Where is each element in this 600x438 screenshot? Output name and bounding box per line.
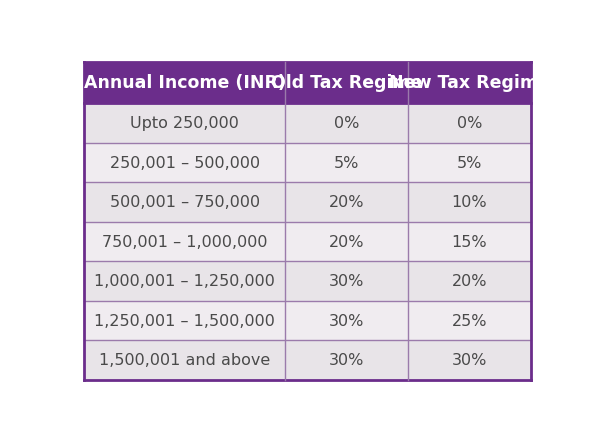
Text: Old Tax Regime: Old Tax Regime bbox=[271, 74, 422, 92]
Text: 1,500,001 and above: 1,500,001 and above bbox=[99, 353, 271, 367]
Text: 0%: 0% bbox=[457, 116, 482, 131]
Bar bbox=[408, 104, 531, 143]
Bar bbox=[84, 183, 285, 222]
Bar bbox=[285, 183, 408, 222]
Text: 10%: 10% bbox=[452, 195, 487, 210]
Text: 15%: 15% bbox=[452, 234, 487, 249]
Text: 0%: 0% bbox=[334, 116, 359, 131]
Bar bbox=[408, 63, 531, 104]
Bar bbox=[408, 183, 531, 222]
Text: 5%: 5% bbox=[334, 155, 359, 170]
Bar bbox=[408, 340, 531, 380]
Bar bbox=[408, 261, 531, 301]
Text: 20%: 20% bbox=[452, 274, 487, 289]
Bar bbox=[408, 143, 531, 183]
Bar bbox=[285, 301, 408, 340]
Text: 1,000,001 – 1,250,000: 1,000,001 – 1,250,000 bbox=[94, 274, 275, 289]
Text: 30%: 30% bbox=[329, 274, 364, 289]
Bar bbox=[285, 143, 408, 183]
Text: 500,001 – 750,000: 500,001 – 750,000 bbox=[110, 195, 260, 210]
Text: 250,001 – 500,000: 250,001 – 500,000 bbox=[110, 155, 260, 170]
Text: 20%: 20% bbox=[329, 195, 364, 210]
Text: 30%: 30% bbox=[329, 313, 364, 328]
Text: 25%: 25% bbox=[452, 313, 487, 328]
Text: Upto 250,000: Upto 250,000 bbox=[130, 116, 239, 131]
Bar bbox=[285, 222, 408, 261]
Text: New Tax Regime: New Tax Regime bbox=[389, 74, 550, 92]
Bar bbox=[84, 222, 285, 261]
Bar bbox=[285, 340, 408, 380]
Text: 20%: 20% bbox=[329, 234, 364, 249]
Bar bbox=[285, 63, 408, 104]
Text: 30%: 30% bbox=[329, 353, 364, 367]
Bar bbox=[285, 261, 408, 301]
Bar bbox=[84, 143, 285, 183]
Bar bbox=[84, 63, 285, 104]
Bar bbox=[408, 301, 531, 340]
Text: 750,001 – 1,000,000: 750,001 – 1,000,000 bbox=[102, 234, 268, 249]
Text: Annual Income (INR): Annual Income (INR) bbox=[84, 74, 286, 92]
Bar bbox=[84, 261, 285, 301]
Text: 5%: 5% bbox=[457, 155, 482, 170]
Bar bbox=[84, 301, 285, 340]
Bar bbox=[285, 104, 408, 143]
Bar bbox=[408, 222, 531, 261]
Text: 30%: 30% bbox=[452, 353, 487, 367]
Bar bbox=[84, 104, 285, 143]
Bar bbox=[84, 340, 285, 380]
Text: 1,250,001 – 1,500,000: 1,250,001 – 1,500,000 bbox=[94, 313, 275, 328]
